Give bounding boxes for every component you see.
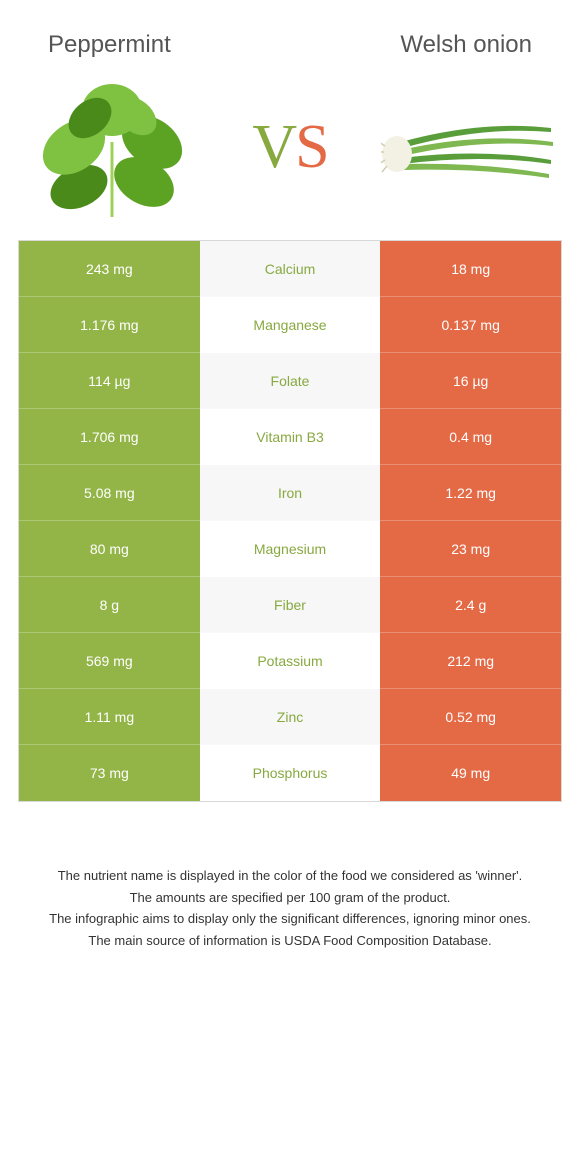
nutrient-label: Magnesium xyxy=(200,521,381,577)
left-value: 243 mg xyxy=(19,241,200,297)
nutrient-label: Zinc xyxy=(200,689,381,745)
table-row: 1.11 mgZinc0.52 mg xyxy=(19,689,561,745)
nutrient-label: Manganese xyxy=(200,297,381,353)
table-row: 114 µgFolate16 µg xyxy=(19,353,561,409)
table-row: 243 mgCalcium18 mg xyxy=(19,241,561,297)
left-value: 80 mg xyxy=(19,521,200,577)
table-row: 80 mgMagnesium23 mg xyxy=(19,521,561,577)
footnote-line: The nutrient name is displayed in the co… xyxy=(32,866,548,886)
right-value: 0.52 mg xyxy=(380,689,561,745)
left-value: 8 g xyxy=(19,577,200,633)
nutrient-label: Calcium xyxy=(200,241,381,297)
welsh-onion-image xyxy=(381,72,556,222)
left-value: 1.11 mg xyxy=(19,689,200,745)
right-value: 1.22 mg xyxy=(380,465,561,521)
nutrient-label: Phosphorus xyxy=(200,745,381,801)
right-value: 212 mg xyxy=(380,633,561,689)
vs-label: VS xyxy=(252,112,327,183)
right-value: 16 µg xyxy=(380,353,561,409)
left-value: 1.176 mg xyxy=(19,297,200,353)
table-row: 1.706 mgVitamin B30.4 mg xyxy=(19,409,561,465)
table-row: 5.08 mgIron1.22 mg xyxy=(19,465,561,521)
nutrient-label: Iron xyxy=(200,465,381,521)
right-value: 18 mg xyxy=(380,241,561,297)
nutrient-label: Vitamin B3 xyxy=(200,409,381,465)
hero-row: VS xyxy=(18,60,562,240)
nutrient-label: Potassium xyxy=(200,633,381,689)
table-row: 8 gFiber2.4 g xyxy=(19,577,561,633)
right-food-title: Welsh onion xyxy=(400,30,532,60)
left-value: 1.706 mg xyxy=(19,409,200,465)
nutrient-label: Folate xyxy=(200,353,381,409)
table-row: 73 mgPhosphorus49 mg xyxy=(19,745,561,801)
table-row: 569 mgPotassium212 mg xyxy=(19,633,561,689)
nutrient-table: 243 mgCalcium18 mg1.176 mgManganese0.137… xyxy=(18,240,562,802)
footnote-line: The amounts are specified per 100 gram o… xyxy=(32,888,548,908)
left-value: 5.08 mg xyxy=(19,465,200,521)
right-value: 23 mg xyxy=(380,521,561,577)
footnote-line: The infographic aims to display only the… xyxy=(32,909,548,929)
right-value: 0.137 mg xyxy=(380,297,561,353)
left-value: 569 mg xyxy=(19,633,200,689)
right-value: 2.4 g xyxy=(380,577,561,633)
left-value: 73 mg xyxy=(19,745,200,801)
footnote-line: The main source of information is USDA F… xyxy=(32,931,548,951)
right-value: 0.4 mg xyxy=(380,409,561,465)
footnotes: The nutrient name is displayed in the co… xyxy=(18,866,562,950)
left-value: 114 µg xyxy=(19,353,200,409)
table-row: 1.176 mgManganese0.137 mg xyxy=(19,297,561,353)
nutrient-label: Fiber xyxy=(200,577,381,633)
header: Peppermint Welsh onion xyxy=(18,20,562,60)
peppermint-image xyxy=(24,72,199,222)
left-food-title: Peppermint xyxy=(48,30,171,60)
right-value: 49 mg xyxy=(380,745,561,801)
